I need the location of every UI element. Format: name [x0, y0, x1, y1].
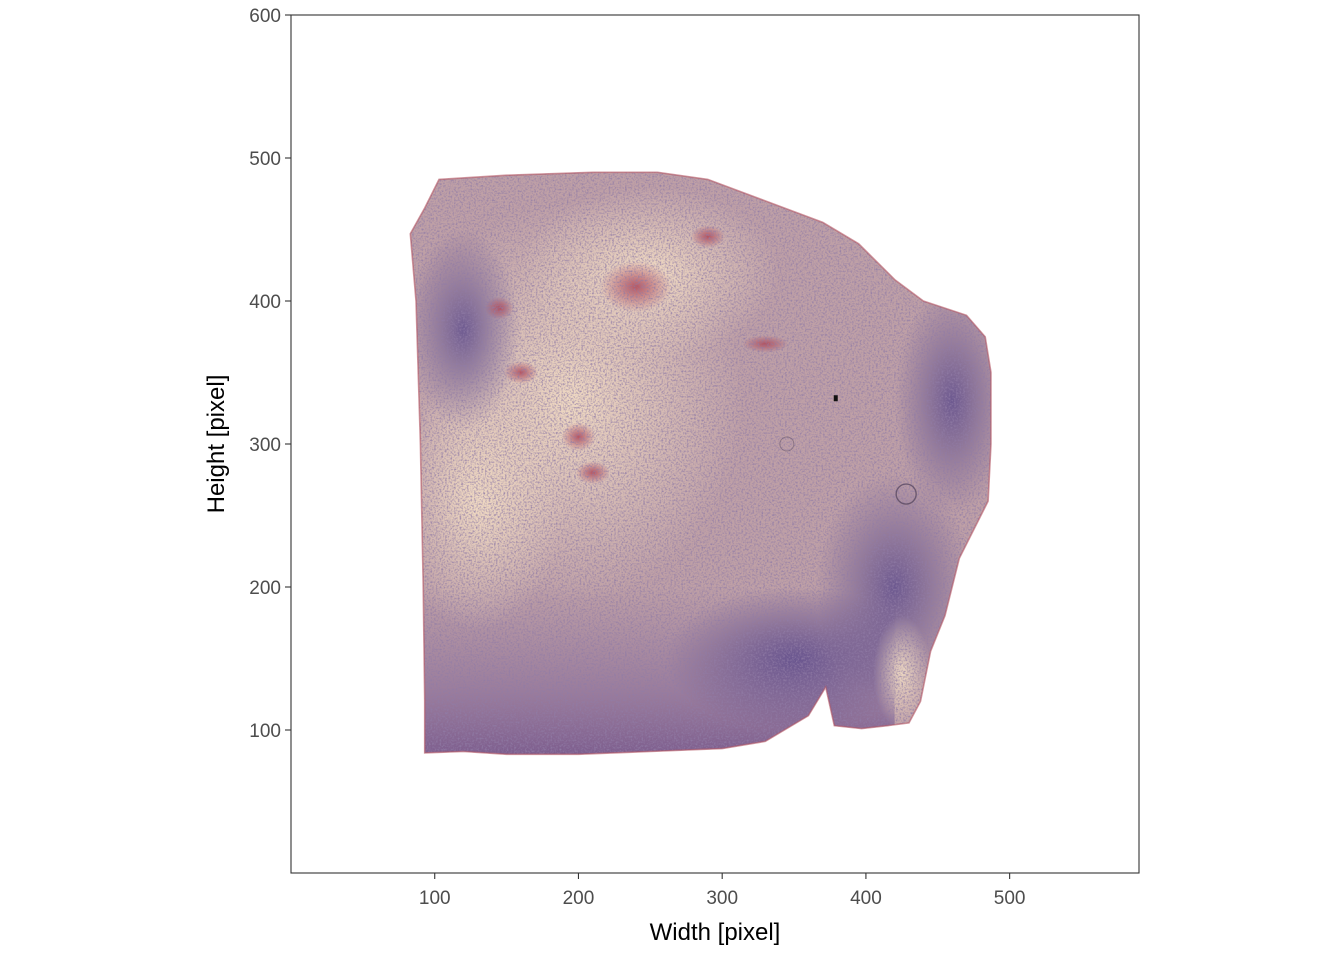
bubble-artifact [779, 436, 795, 452]
tissue-section [410, 172, 991, 755]
y-tick-label: 500 [249, 149, 281, 170]
x-axis: 100 200 300 400 500 [419, 873, 1026, 909]
x-tick-label: 200 [563, 888, 595, 909]
x-tick-label: 300 [706, 888, 738, 909]
bubble-artifact [895, 483, 917, 505]
x-tick-label: 100 [419, 888, 451, 909]
x-tick-label: 400 [850, 888, 882, 909]
debris-speck [833, 395, 838, 402]
y-tick-label: 300 [249, 435, 281, 456]
y-tick-label: 600 [249, 6, 281, 27]
tissue-texture [410, 172, 991, 755]
x-axis-title: Width [pixel] [650, 919, 781, 946]
y-tick-label: 200 [249, 578, 281, 599]
y-tick-label: 100 [249, 721, 281, 742]
tissue-edge [409, 171, 992, 756]
x-tick-label: 500 [994, 888, 1026, 909]
y-axis-title: Height [pixel] [203, 375, 230, 514]
y-tick-label: 400 [249, 292, 281, 313]
y-axis: 100 200 300 400 500 600 [249, 6, 291, 742]
tissue-image [409, 171, 992, 756]
